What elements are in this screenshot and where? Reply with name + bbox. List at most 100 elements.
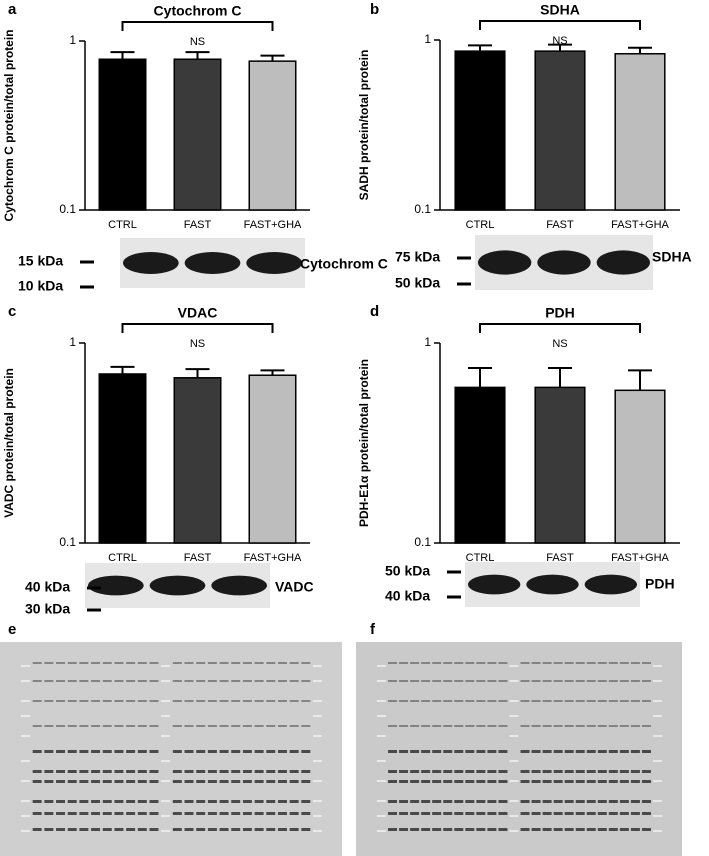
gel-band (630, 662, 640, 664)
gel-band (575, 780, 585, 783)
gel-band (608, 662, 618, 664)
gel-band (553, 770, 563, 773)
gel-band (476, 700, 486, 702)
gel-band (207, 662, 217, 664)
gel-band (254, 828, 264, 831)
x-tick-label: FAST+GHA (611, 552, 669, 564)
gel-band (219, 750, 229, 753)
gel-band (289, 700, 299, 702)
gel-band (410, 750, 420, 753)
gel-band (301, 780, 311, 783)
gel-band (630, 812, 640, 815)
gel-band (231, 770, 241, 773)
gel-band (619, 800, 629, 803)
gel-band (196, 680, 206, 682)
gel-band (137, 780, 147, 783)
gel-band (137, 680, 147, 682)
gel-band (266, 828, 276, 831)
gel-band (207, 812, 217, 815)
gel-band (619, 662, 629, 664)
gel-band (619, 750, 629, 753)
gel-band (301, 800, 311, 803)
gel-band (219, 800, 229, 803)
gel-band (102, 750, 112, 753)
gel-band (597, 662, 607, 664)
gel-band (67, 662, 77, 664)
gel-band (465, 800, 475, 803)
gel-band (399, 828, 409, 831)
gel-band (454, 770, 464, 773)
gel-band (21, 760, 30, 762)
gel-band (254, 800, 264, 803)
gel-band (21, 815, 30, 817)
gel-band (161, 715, 171, 717)
gel-band (172, 812, 182, 815)
gel-band (575, 750, 585, 753)
gel-band (242, 662, 252, 664)
gel-band (277, 662, 287, 664)
gel-band (421, 828, 431, 831)
gel-band (196, 812, 206, 815)
gel-band (21, 665, 30, 667)
annotation: NS (552, 35, 567, 47)
gel-band (102, 828, 112, 831)
gel-band (653, 760, 662, 762)
gel-band (172, 780, 182, 783)
gel-band (289, 680, 299, 682)
gel-band (172, 750, 182, 753)
gel-band (301, 680, 311, 682)
gel-band (56, 750, 66, 753)
gel-band (184, 750, 194, 753)
gel-band (67, 812, 77, 815)
gel-band (91, 828, 101, 831)
gel-band (79, 700, 89, 702)
gel-band (630, 828, 640, 831)
x-tick-label: FAST+GHA (244, 219, 302, 231)
gel-band (149, 680, 159, 682)
gel-band (91, 812, 101, 815)
gel-band (454, 725, 464, 727)
gel-band (586, 812, 596, 815)
gel-band (377, 760, 386, 762)
gel-band (56, 700, 66, 702)
gel-band (498, 700, 508, 702)
panel-letter: c (8, 303, 16, 320)
gel-band (553, 828, 563, 831)
gel-band (586, 680, 596, 682)
gel-band (254, 700, 264, 702)
gel-band (137, 662, 147, 664)
gel-band (399, 800, 409, 803)
x-tick-label: FAST (184, 219, 212, 231)
gel-band (172, 800, 182, 803)
gel-band (641, 680, 651, 682)
gel-band (114, 725, 124, 727)
gel-band (586, 662, 596, 664)
gel-band (542, 662, 552, 664)
gel-band (102, 700, 112, 702)
gel-band (172, 662, 182, 664)
gel-band (266, 750, 276, 753)
gel-band (219, 770, 229, 773)
gel-band (399, 750, 409, 753)
gel-band (465, 700, 475, 702)
gel-band (608, 700, 618, 702)
gel-band (553, 662, 563, 664)
gel-band (114, 800, 124, 803)
gel-band (102, 800, 112, 803)
gel-band (313, 760, 322, 762)
gel-band (126, 680, 136, 682)
gel-band (641, 662, 651, 664)
gel-band (313, 715, 322, 717)
gel-band (630, 725, 640, 727)
gel-band (399, 662, 409, 664)
annotation: NS (190, 338, 205, 350)
blot-band (468, 574, 521, 595)
gel-band (531, 770, 541, 773)
gel-band (410, 700, 420, 702)
gel-band (301, 725, 311, 727)
gel-band (597, 812, 607, 815)
gel-band (313, 815, 322, 817)
gel-band (137, 750, 147, 753)
gel-band (79, 725, 89, 727)
gel-band (21, 700, 30, 702)
